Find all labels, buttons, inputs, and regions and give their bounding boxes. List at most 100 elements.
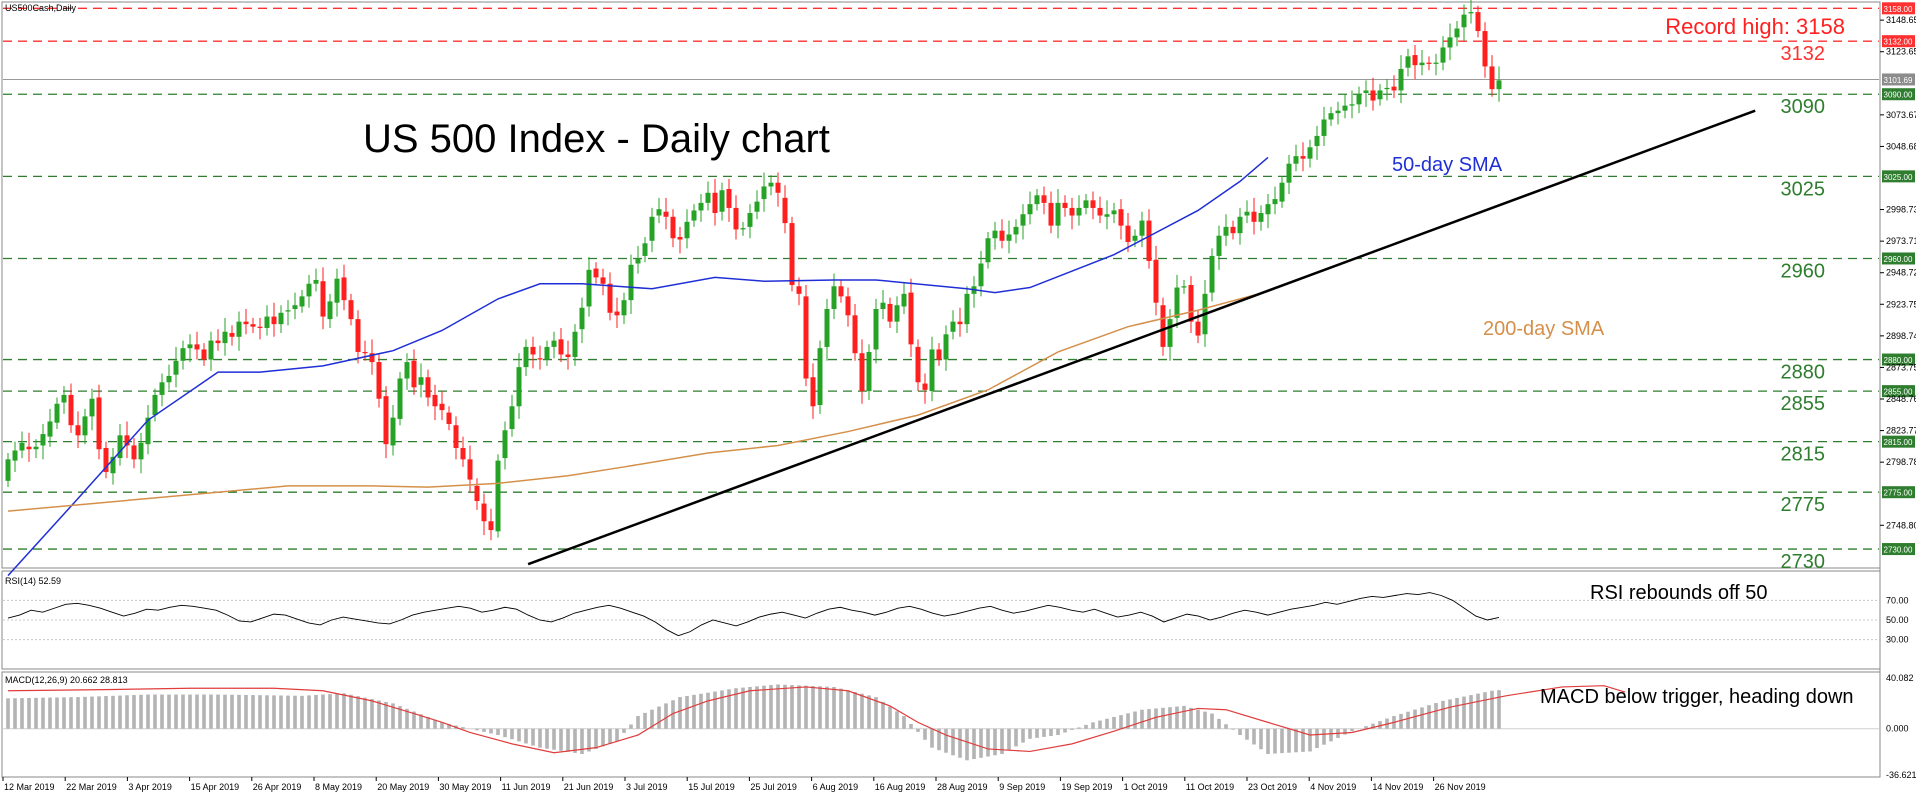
candle-body [726,188,732,208]
macd-hist-bar [55,697,59,729]
candle-body [229,333,235,337]
macd-hist-bar [1105,718,1109,729]
candle-body [789,223,795,285]
macd-hist-bar [1175,706,1179,729]
macd-hist-bar [174,694,178,729]
macd-hist-bar [853,692,857,729]
macd-tick-label: 40.082 [1886,673,1914,683]
candle-body [1223,226,1229,236]
macd-hist-bar [237,694,241,729]
record-high-label: Record high: 3158 [1665,14,1845,39]
macd-hist-bar [580,728,584,754]
candle-body [705,192,711,203]
trendline [527,109,1756,566]
level-tag-bg [1882,2,1915,15]
candle-body [145,417,151,445]
macd-hist-bar [384,701,388,729]
level-tag-bg [1882,385,1915,398]
candle-body [1027,204,1033,215]
macd-hist-bar [552,728,556,750]
macd-hist-bar [1056,728,1060,736]
y-tick-label: 2873.75 [1886,362,1916,372]
candle-body [1426,62,1432,64]
level-tag-2960.00: 2960.00 [1884,255,1913,264]
candle-body [1118,209,1124,226]
macd-hist-bar [272,695,276,729]
candle-body [838,286,844,297]
candle-body [159,382,165,395]
candle-body [950,321,956,332]
candle-body [1125,225,1131,243]
level-tag-3025.00: 3025.00 [1884,173,1913,182]
x-tick-label: 1 Oct 2019 [1124,782,1168,792]
macd-hist-bar [251,695,255,729]
candle-body [271,316,277,325]
x-tick-label: 20 May 2019 [377,782,429,792]
macd-hist-bar [1133,711,1137,729]
macd-hist-bar [790,685,794,729]
candle-body [1090,200,1096,208]
candle-body [152,394,158,416]
macd-hist-bar [1070,728,1074,730]
macd-hist-bar [1280,728,1284,754]
macd-hist-bar [636,716,640,729]
level-tag-2880.00: 2880.00 [1884,356,1913,365]
candle-body [47,421,53,437]
macd-hist-bar [363,697,367,729]
candle-body [1048,202,1054,226]
macd-hist-bar [1231,728,1235,730]
macd-hist-bar [1112,716,1116,729]
price-panel-frame [1,1,1881,569]
macd-hist-bar [1371,723,1375,729]
rsi-layer [3,592,1879,641]
candle-body [593,268,599,278]
candle-body [1391,86,1397,91]
y-tick-label: 3073.67 [1886,110,1916,120]
macd-hist-bar [1378,721,1382,729]
macd-hist-bar [573,728,577,753]
x-tick-label: 11 Jun 2019 [502,782,551,792]
macd-hist-bar [90,696,94,729]
x-tick-label: 21 Jun 2019 [564,782,614,792]
level-label-2815: 2815 [1781,444,1826,466]
x-tick-label: 30 May 2019 [439,782,491,792]
candle-body [628,264,634,301]
macd-hist-bar [489,728,493,734]
candle-body [733,207,739,230]
macd-hist-bar [202,694,206,729]
macd-hist-bar [685,695,689,729]
macd-hist-bar [1084,724,1088,729]
macd-hist-bar [559,728,563,751]
candle-body [719,190,725,212]
macd-hist-bar [769,685,773,729]
level-tag-bg [1882,88,1915,101]
macd-signal-line [7,685,1626,754]
macd-hist-bar [1224,724,1228,729]
macd-hist-bar [1364,726,1368,729]
level-label-3132: 3132 [1781,43,1826,65]
candle-body [1132,235,1138,241]
level-label-3090: 3090 [1781,96,1826,118]
macd-hist-bar [139,694,143,729]
candle-body [929,349,935,392]
macd-hist-bar [1077,727,1081,729]
macd-hist-bar [902,716,906,729]
candle-body [782,197,788,224]
macd-hist-bar [377,700,381,729]
rsi-line [7,592,1500,637]
candle-body [915,346,921,383]
macd-hist-bar [1399,713,1403,729]
x-tick-label: 14 Nov 2019 [1372,782,1423,792]
candle-body [859,353,865,392]
candle-body [1041,195,1047,203]
macd-hist-bar [1343,728,1347,735]
candle-body [796,286,802,294]
y-tick-label: 2798.78 [1886,457,1916,467]
candle-body [1209,255,1215,293]
y-tick-label: 2948.72 [1886,268,1916,278]
macd-hist-bar [146,694,150,729]
x-tick-label: 4 Nov 2019 [1310,782,1356,792]
macd-hist-bar [1259,728,1263,750]
candle-body [600,277,606,284]
candle-body [306,283,312,297]
